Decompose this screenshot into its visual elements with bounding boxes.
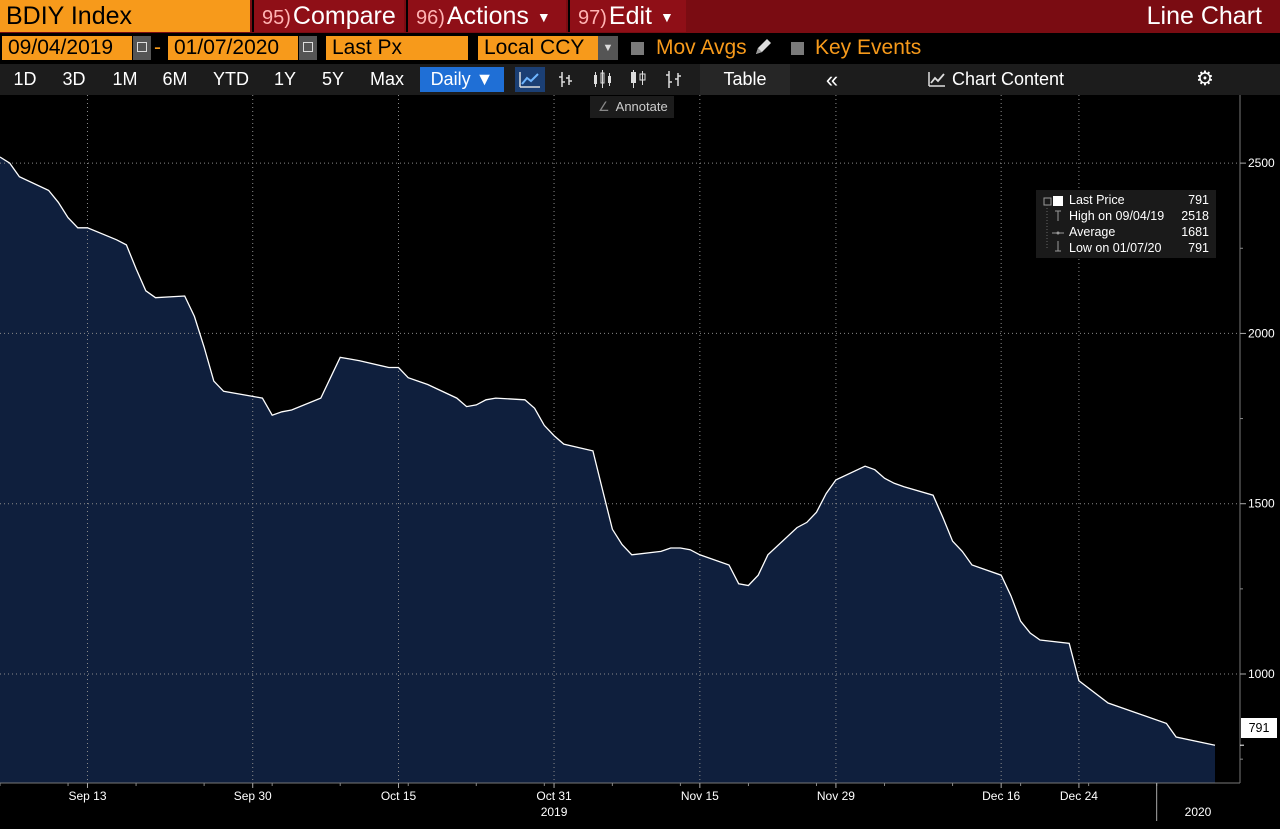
calendar-icon[interactable]	[133, 36, 151, 60]
caret-down-icon: ▼	[475, 69, 494, 89]
x-tick-label: Dec 16	[982, 789, 1020, 803]
price-area-fill	[0, 157, 1215, 783]
end-date-field[interactable]: 01/07/2020	[168, 36, 298, 60]
legend-last-label: Last Price	[1069, 193, 1125, 207]
chart-content-icon	[928, 72, 945, 87]
x-year-label: 2020	[1185, 805, 1212, 819]
legend-average-label: Average	[1069, 225, 1116, 239]
mov-avgs-checkbox[interactable]	[631, 42, 644, 55]
legend-high-label: High on 09/04/19	[1069, 209, 1165, 223]
frequency-label: Daily	[430, 69, 471, 89]
period-1m[interactable]: 1M	[112, 69, 138, 89]
bar-chart-icon[interactable]	[551, 67, 581, 92]
edit-label: Edit	[608, 2, 652, 30]
chart-toolbar: 1D 3D 1M 6M YTD 1Y 5Y Max Daily ▼ Table …	[0, 64, 1280, 95]
price-field-select[interactable]: Last Px	[326, 36, 468, 60]
collapse-chevrons-icon[interactable]: «	[825, 67, 839, 92]
annotate-button[interactable]: ∠ Annotate	[590, 96, 674, 118]
x-year-label: 2019	[541, 805, 568, 819]
price-line	[0, 156, 1216, 746]
last-price-tag: 791	[1241, 718, 1277, 738]
compare-menu[interactable]: 95)Compare	[252, 0, 404, 32]
pencil-icon[interactable]	[752, 36, 774, 58]
legend-markers	[1043, 196, 1064, 252]
period-5y[interactable]: 5Y	[321, 69, 345, 89]
legend-low-label: Low on 01/07/20	[1069, 241, 1162, 255]
x-tick-label: Dec 24	[1060, 789, 1098, 803]
table-button[interactable]: Table	[700, 64, 790, 95]
legend-last-value: 791	[1188, 193, 1209, 207]
y-axis: 1000 1500 2000 2500	[1239, 95, 1275, 783]
y-tick-label: 1500	[1248, 497, 1275, 511]
legend-average-value: 1681	[1181, 225, 1209, 239]
title-bar: BDIY Index 95)Compare 96)Actions ▼ 97)Edi…	[0, 0, 1280, 33]
date-separator: -	[154, 36, 161, 59]
mov-avgs-label: Mov Avgs	[656, 36, 747, 59]
period-1y[interactable]: 1Y	[273, 69, 297, 89]
edit-menu[interactable]: 97)Edit ▼	[568, 0, 686, 32]
x-tick-label: Nov 29	[817, 789, 855, 803]
period-6m[interactable]: 6M	[162, 69, 188, 89]
x-tick-label: Oct 31	[536, 789, 572, 803]
edit-shortcut: 97)	[578, 7, 607, 29]
y-tick-label: 1000	[1248, 667, 1275, 681]
hlc-bars-icon[interactable]	[659, 67, 689, 92]
actions-menu[interactable]: 96)Actions ▼	[406, 0, 566, 32]
candlestick-icon[interactable]	[587, 67, 617, 92]
compare-shortcut: 95)	[262, 7, 291, 29]
chart-content-button[interactable]: Chart Content	[916, 64, 1076, 95]
chart-type-title: Line Chart	[1146, 2, 1262, 30]
compare-label: Compare	[292, 2, 396, 30]
ohlc-bars-icon[interactable]	[623, 67, 653, 92]
actions-shortcut: 96)	[416, 7, 445, 29]
period-ytd[interactable]: YTD	[213, 69, 249, 89]
period-3d[interactable]: 3D	[62, 69, 86, 89]
period-max[interactable]: Max	[369, 69, 404, 89]
key-events-checkbox[interactable]	[791, 42, 804, 55]
line-chart-icon[interactable]	[515, 67, 545, 92]
currency-select[interactable]: Local CCY	[478, 36, 598, 60]
price-chart[interactable]: 1000 1500 2000 2500 Sep 13 Sep 30 Oct 15 Oct 3…	[0, 95, 1280, 829]
chevron-down-icon[interactable]: ▼	[598, 36, 618, 60]
chart-content-label: Chart Content	[951, 69, 1065, 89]
start-date-field[interactable]: 09/04/2019	[2, 36, 132, 60]
annotate-label: Annotate	[615, 99, 668, 114]
x-axis: Sep 13 Sep 30 Oct 15 Oct 31 Nov 15 Nov 29 Dec …	[0, 782, 1240, 821]
x-tick-label: Sep 13	[68, 789, 106, 803]
calendar-icon[interactable]	[299, 36, 317, 60]
y-tick-label: 2000	[1248, 326, 1275, 340]
security-ticker[interactable]: BDIY Index	[0, 0, 250, 32]
frequency-select[interactable]: Daily ▼	[420, 67, 504, 92]
annotate-icon: ∠	[598, 99, 610, 114]
caret-down-icon: ▼	[536, 9, 551, 26]
y-tick-label: 2500	[1248, 156, 1275, 170]
x-tick-label: Sep 30	[234, 789, 272, 803]
chart-legend[interactable]: Last Price 791 High on 09/04/19 2518 Avera…	[1036, 190, 1216, 258]
legend-high-value: 2518	[1181, 209, 1209, 223]
x-tick-label: Oct 15	[381, 789, 417, 803]
caret-down-icon: ▼	[660, 9, 674, 26]
legend-low-value: 791	[1188, 241, 1209, 255]
chart-grid	[0, 95, 1240, 783]
settings-gear-icon[interactable]: ⚙	[1196, 68, 1214, 90]
actions-label: Actions	[446, 2, 529, 30]
period-1d[interactable]: 1D	[13, 69, 37, 89]
x-tick-label: Nov 15	[681, 789, 719, 803]
key-events-label: Key Events	[815, 36, 922, 59]
